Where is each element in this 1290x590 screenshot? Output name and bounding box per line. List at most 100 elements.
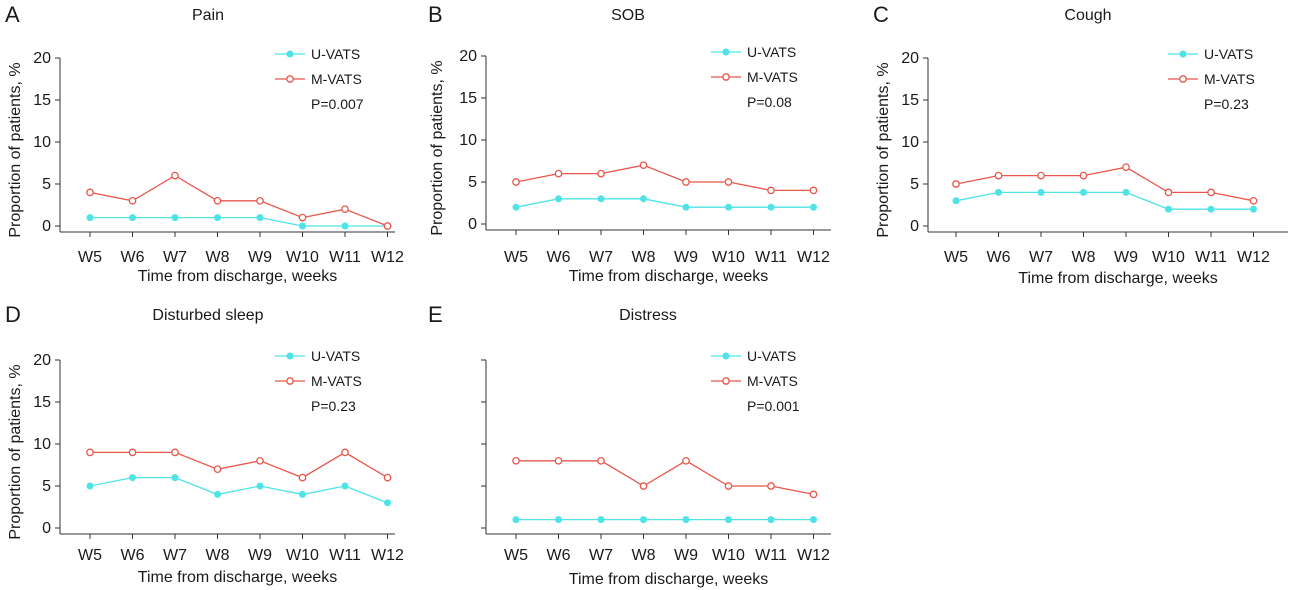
x-tick-label: W11 — [1195, 249, 1227, 266]
data-point-u-vats — [682, 203, 690, 211]
x-tick-label: W12 — [797, 249, 830, 266]
data-point-u-vats — [682, 516, 690, 524]
chart-panel-c: C Cough 0 5 10 15 20 W5 W6 W7 W8 W9 W10 W11 W12 Time fr… — [873, 2, 1288, 287]
legend-entry: M-VATS — [311, 373, 362, 389]
x-tick-label: W10 — [1152, 249, 1185, 266]
data-point-m-vats — [128, 448, 137, 457]
y-tick-label: 0 — [42, 218, 51, 235]
chart-panel-d: D Disturbed sleep 0 5 10 15 20 W5 W6 W7 W8 W9 W10 W11… — [5, 302, 404, 586]
legend-entry: U-VATS — [311, 348, 360, 364]
data-point-m-vats — [171, 171, 179, 180]
data-point-u-vats — [171, 474, 179, 482]
x-tick-label: W7 — [589, 547, 613, 564]
x-tick-label: W9 — [674, 547, 698, 564]
legend-entry: U-VATS — [747, 348, 796, 364]
series-line-m-vats — [90, 451, 388, 479]
x-tick-label: W6 — [987, 249, 1011, 266]
series-line-u-vats — [515, 198, 814, 208]
data-point-m-vats — [682, 178, 690, 186]
legend-marker — [286, 377, 294, 385]
x-axis-title: Time from discharge, weeks — [569, 268, 768, 285]
y-tick-label: 15 — [33, 92, 51, 109]
series-line-u-vats — [89, 476, 388, 504]
data-point-m-vats — [597, 169, 605, 178]
y-tick-label: 0 — [468, 216, 477, 233]
series-line-u-vats — [955, 191, 1254, 210]
y-tick-label: 20 — [901, 50, 919, 67]
y-tick-label: 0 — [910, 218, 919, 235]
data-point-m-vats — [682, 456, 690, 465]
x-tick-label: W7 — [163, 249, 187, 266]
panel-letter: B — [428, 2, 443, 27]
data-point-m-vats — [512, 178, 520, 186]
data-point-u-vats — [810, 516, 817, 524]
x-tick-label: W10 — [286, 249, 319, 266]
series-line-m-vats — [955, 166, 1254, 202]
data-point-m-vats — [554, 456, 563, 465]
data-point-u-vats — [129, 474, 136, 482]
data-point-u-vats — [767, 516, 775, 524]
data-point-m-vats — [128, 196, 137, 205]
data-point-m-vats — [767, 482, 775, 490]
legend-entry: M-VATS — [311, 71, 362, 87]
x-tick-label: W6 — [547, 547, 571, 564]
data-point-m-vats — [86, 448, 94, 457]
panel-letter: A — [5, 2, 20, 27]
x-tick-label: W5 — [944, 249, 968, 266]
legend-marker — [286, 50, 294, 58]
data-point-m-vats — [86, 188, 94, 197]
data-point-m-vats — [1037, 171, 1045, 180]
data-point-m-vats — [724, 178, 733, 186]
data-point-m-vats — [512, 456, 520, 465]
legend-marker — [722, 73, 730, 81]
data-point-u-vats — [1250, 205, 1257, 213]
y-tick-label: 10 — [33, 134, 51, 151]
legend-marker — [722, 352, 730, 360]
x-tick-label: W8 — [632, 249, 656, 266]
data-point-u-vats — [1165, 205, 1172, 213]
x-axis-title: Time from discharge, weeks — [138, 569, 337, 586]
legend-entry: U-VATS — [311, 46, 360, 62]
data-point-m-vats — [298, 473, 307, 482]
x-tick-label: W6 — [121, 547, 145, 564]
x-axis-title: Time from discharge, weeks — [569, 571, 768, 588]
x-tick-label: W12 — [797, 547, 830, 564]
data-point-u-vats — [256, 214, 264, 222]
legend-entry: M-VATS — [1204, 71, 1255, 87]
legend-marker — [1179, 50, 1187, 58]
x-tick-label: W11 — [755, 249, 787, 266]
x-tick-label: W5 — [504, 547, 528, 564]
x-axis-title: Time from discharge, weeks — [138, 268, 337, 285]
x-tick-label: W9 — [674, 249, 698, 266]
data-point-u-vats — [1080, 188, 1087, 196]
y-tick-label: 15 — [901, 92, 919, 109]
x-tick-label: W8 — [1072, 249, 1096, 266]
data-point-m-vats — [767, 186, 775, 195]
data-point-m-vats — [952, 180, 960, 188]
chart-title: Pain — [192, 7, 224, 24]
panel-letter: C — [873, 2, 889, 27]
data-point-u-vats — [810, 203, 817, 211]
series-line-u-vats — [90, 216, 388, 227]
x-tick-label: W6 — [547, 249, 571, 266]
legend-entry: M-VATS — [747, 373, 798, 389]
data-point-m-vats — [341, 205, 349, 214]
data-point-u-vats — [640, 195, 647, 203]
series-line-m-vats — [516, 460, 814, 496]
data-point-u-vats — [725, 203, 732, 211]
x-tick-label: W8 — [632, 547, 656, 564]
legend-marker — [722, 377, 730, 385]
x-tick-label: W12 — [371, 547, 404, 564]
x-tick-label: W5 — [504, 249, 528, 266]
data-point-m-vats — [809, 490, 818, 499]
data-point-u-vats — [214, 490, 221, 498]
data-point-m-vats — [256, 456, 264, 465]
x-tick-label: W9 — [1114, 249, 1138, 266]
data-point-u-vats — [1122, 188, 1130, 196]
data-point-m-vats — [213, 196, 222, 205]
data-point-u-vats — [555, 516, 562, 524]
data-point-m-vats — [639, 161, 648, 170]
series-line-m-vats — [89, 174, 388, 227]
data-point-u-vats — [86, 482, 94, 490]
